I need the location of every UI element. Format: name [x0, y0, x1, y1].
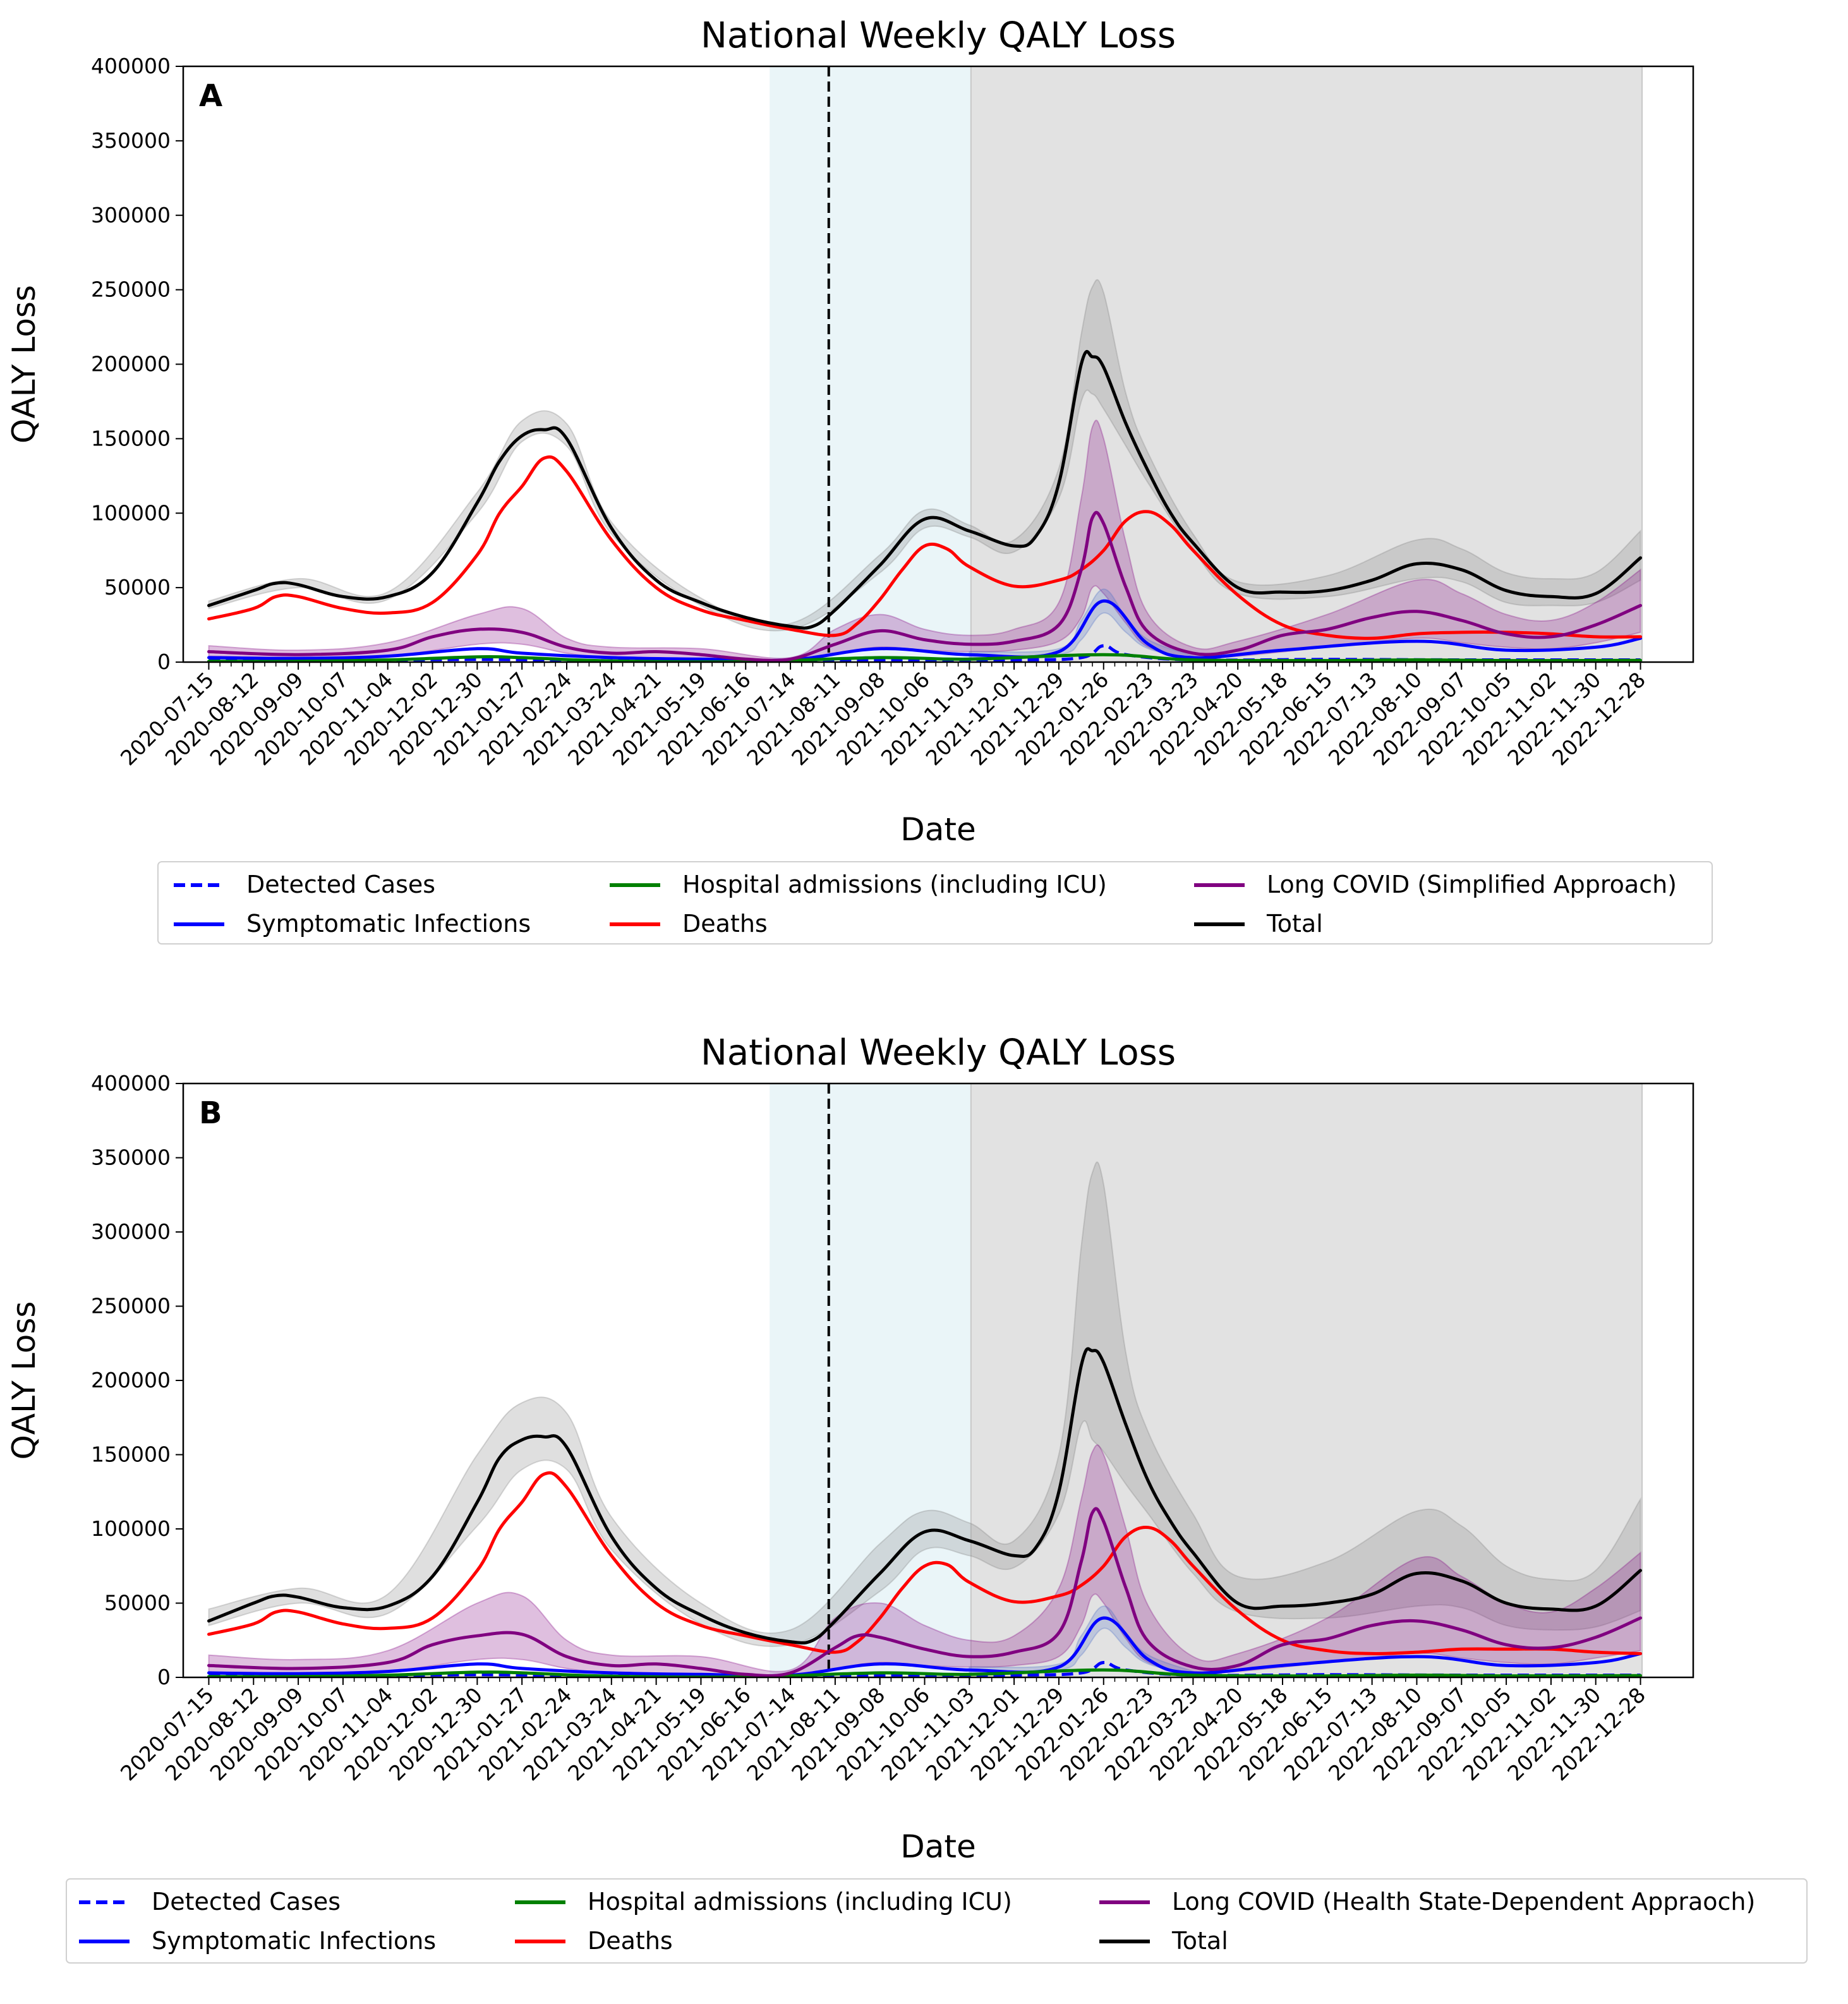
panel-label: B	[199, 1096, 222, 1131]
shaded-period-2	[828, 1083, 971, 1677]
legend-entry-label: Detected Cases	[152, 1888, 341, 1916]
y-tick-label: 250000	[91, 277, 171, 302]
y-tick-label: 200000	[91, 1368, 171, 1392]
series-line-4	[207, 455, 1642, 640]
y-tick-label: 100000	[91, 500, 171, 525]
y-tick-label: 150000	[91, 426, 171, 450]
y-tick-label: 350000	[91, 1145, 171, 1170]
series-line-2	[207, 599, 1642, 662]
y-tick-label: 400000	[91, 54, 171, 78]
series-line-4	[207, 1471, 1642, 1655]
y-tick-label: 300000	[91, 1219, 171, 1244]
legend-entry-label: Deaths	[588, 1927, 673, 1955]
series-line-3	[207, 1668, 1642, 1677]
legend-entry-label: Hospital admissions (including ICU)	[682, 871, 1107, 898]
shaded-period-1	[770, 66, 829, 662]
panel-label: A	[199, 78, 222, 114]
series-line-6	[207, 349, 1642, 630]
y-axis-label: QALY Loss	[6, 1301, 42, 1460]
legend-entry-label: Symptomatic Infections	[246, 910, 531, 938]
y-tick-label: 350000	[91, 128, 171, 153]
y-tick-label: 250000	[91, 1294, 171, 1319]
shaded-period-2	[828, 66, 971, 662]
y-tick-label: 0	[157, 649, 171, 674]
y-tick-label: 0	[157, 1665, 171, 1689]
x-axis-label: Date	[900, 1828, 976, 1865]
y-tick-label: 150000	[91, 1442, 171, 1467]
chart-title: National Weekly QALY Loss	[701, 15, 1176, 56]
y-tick-label: 300000	[91, 203, 171, 227]
x-axis-label: Date	[900, 811, 976, 848]
legend-entry-label: Long COVID (Health State-Dependent Appra…	[1172, 1888, 1755, 1916]
legend-entry-label: Deaths	[682, 910, 768, 938]
chart-panel-b: 0 50000 100000 150000 200000 250000 300000 3500…	[6, 1032, 1808, 1964]
legend-entry-label: Total	[1266, 910, 1323, 938]
chart-title: National Weekly QALY Loss	[701, 1032, 1176, 1073]
shaded-period-1	[770, 1083, 829, 1677]
y-tick-label: 400000	[91, 1071, 171, 1096]
legend-entry-label: Symptomatic Infections	[152, 1927, 436, 1955]
series-line-6	[207, 1347, 1642, 1645]
legend-box	[157, 861, 1713, 945]
legend-entry-label: Long COVID (Simplified Approach)	[1267, 871, 1677, 898]
legend-box	[66, 1878, 1808, 1964]
shaded-period-3	[970, 1083, 1643, 1677]
series-line-5	[207, 510, 1642, 662]
plot-area	[207, 1083, 1643, 1677]
plot-area	[207, 66, 1643, 662]
legend-entry-label: Total	[1171, 1927, 1228, 1955]
legend-entry-label: Detected Cases	[246, 871, 435, 898]
y-tick-label: 50000	[104, 575, 171, 600]
y-tick-label: 100000	[91, 1516, 171, 1541]
y-tick-label: 50000	[104, 1591, 171, 1615]
series-line-2	[207, 1616, 1642, 1677]
legend-entry-label: Hospital admissions (including ICU)	[588, 1888, 1012, 1916]
y-axis-label: QALY Loss	[6, 285, 42, 444]
series-line-3	[207, 653, 1642, 662]
y-tick-label: 200000	[91, 352, 171, 377]
series-line-5	[207, 1507, 1642, 1677]
